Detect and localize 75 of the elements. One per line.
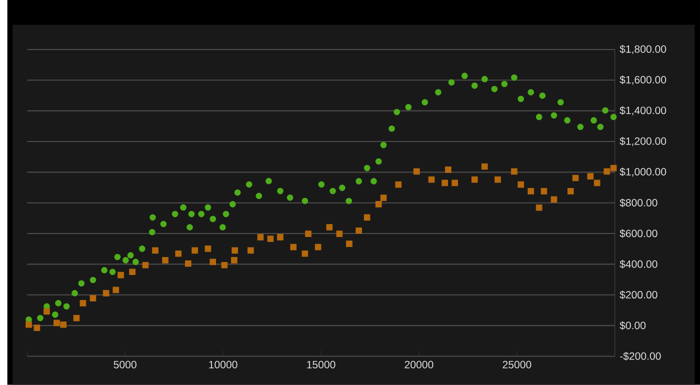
y-tick-label: $200.00 — [620, 290, 658, 300]
point — [118, 272, 124, 278]
point — [232, 247, 238, 254]
point — [550, 196, 558, 203]
x-tick-label: 10000 — [209, 360, 238, 368]
point — [142, 262, 149, 268]
y-tick-label: $600.00 — [620, 229, 658, 238]
point — [471, 176, 478, 183]
y-tick-label: $1,000.00 — [620, 168, 666, 177]
point — [102, 290, 110, 296]
point — [221, 262, 228, 268]
point — [594, 180, 600, 186]
point — [44, 308, 50, 315]
point — [452, 180, 458, 186]
point — [610, 164, 617, 172]
point — [375, 201, 382, 208]
y-tick-label: $0.00 — [620, 321, 646, 330]
x-tick-label: 25000 — [502, 360, 532, 368]
y-tick-label: $1,800.00 — [620, 44, 666, 54]
point — [518, 181, 524, 188]
y-tick-label: $1,200.00 — [620, 136, 666, 146]
point — [536, 204, 542, 211]
point — [356, 227, 362, 234]
point — [305, 230, 312, 238]
point — [175, 250, 182, 257]
point — [290, 244, 297, 250]
point — [267, 236, 274, 242]
x-tick-label: 20000 — [404, 360, 434, 368]
point — [587, 173, 594, 180]
point — [346, 240, 352, 247]
point — [314, 244, 322, 250]
point — [364, 214, 370, 221]
point — [210, 258, 216, 266]
x-tick-label: 5000 — [114, 360, 136, 368]
point — [494, 176, 501, 183]
y-tick-label: $1,600.00 — [620, 76, 666, 85]
y-tick-label: $400.00 — [620, 260, 658, 268]
point — [80, 300, 86, 306]
point — [73, 314, 80, 322]
point — [54, 320, 60, 326]
point — [302, 250, 308, 257]
x-tick-label: 15000 — [307, 360, 336, 368]
point — [204, 246, 212, 252]
point — [511, 168, 518, 175]
point — [445, 166, 452, 173]
point — [26, 321, 32, 328]
point — [60, 321, 67, 328]
point — [129, 268, 136, 276]
point — [162, 257, 168, 264]
point — [528, 188, 534, 194]
point — [185, 260, 192, 267]
point — [481, 163, 488, 170]
point — [604, 168, 610, 175]
point — [413, 168, 420, 175]
point — [572, 174, 579, 182]
point — [257, 234, 264, 240]
y-tick-label: $1,400.00 — [620, 106, 666, 116]
point — [395, 181, 402, 188]
point — [192, 247, 198, 254]
point — [442, 180, 448, 186]
point — [380, 194, 387, 201]
point — [540, 188, 548, 194]
point — [277, 234, 284, 240]
point — [152, 247, 158, 254]
point — [567, 188, 574, 194]
y-tick-label: -$200.00 — [620, 352, 661, 361]
point — [90, 295, 96, 302]
point — [336, 230, 343, 238]
point — [231, 257, 238, 264]
point — [428, 176, 435, 183]
point — [248, 247, 254, 254]
point — [112, 286, 120, 294]
point — [326, 224, 333, 230]
point — [34, 324, 40, 332]
y-tick-label: $800.00 — [620, 198, 658, 208]
